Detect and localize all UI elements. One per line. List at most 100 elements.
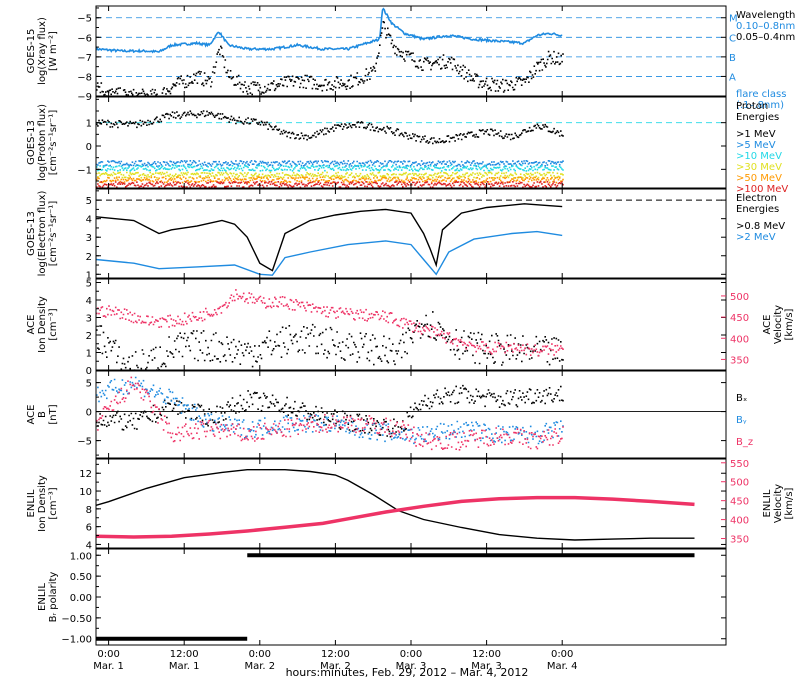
y2-axis-label: Velocity bbox=[773, 484, 784, 523]
y-axis-label: Ion Density bbox=[37, 475, 48, 532]
series-line bbox=[96, 469, 695, 541]
y-tick-label: −6 bbox=[77, 33, 92, 44]
y2-axis-label: [km/s] bbox=[784, 308, 795, 340]
series-scatter bbox=[96, 171, 564, 179]
y-tick-label: 12 bbox=[79, 469, 92, 480]
y-axis-label: [cm⁻²s⁻¹sr⁻¹] bbox=[48, 110, 59, 176]
y-tick-label: 6 bbox=[86, 523, 92, 534]
data-series bbox=[96, 7, 695, 641]
y-tick-label: 2 bbox=[86, 252, 92, 263]
y-tick-label: 5 bbox=[86, 279, 92, 290]
y-tick-label: 5 bbox=[86, 379, 92, 390]
panel-backgrounds bbox=[96, 17, 726, 413]
x-tick-date: Mar. 1 bbox=[169, 661, 200, 672]
y-tick-label: −1.00 bbox=[61, 635, 92, 646]
y-tick-label: 0 bbox=[86, 142, 92, 153]
y2-axis-label: [km/s] bbox=[784, 487, 795, 519]
series-scatter bbox=[96, 110, 564, 145]
y2-tick-label: 450 bbox=[730, 313, 749, 324]
x-tick-date: Mar. 1 bbox=[93, 661, 124, 672]
x-tick-time: 0:00 bbox=[97, 649, 119, 660]
panel-data bbox=[96, 469, 695, 541]
series-scatter bbox=[96, 7, 563, 54]
y-axis-label: GOES-15 bbox=[26, 29, 37, 74]
x-tick-time: 12:00 bbox=[472, 649, 501, 660]
panel-frame bbox=[95, 370, 727, 459]
y-axis-label: GOES-13 bbox=[26, 211, 37, 256]
series-scatter bbox=[96, 289, 564, 357]
series-scatter bbox=[96, 21, 564, 96]
panel-data bbox=[96, 553, 695, 641]
y-tick-label: 1 bbox=[86, 119, 92, 130]
x-tick-time: 12:00 bbox=[321, 649, 350, 660]
series-scatter bbox=[96, 376, 564, 451]
panel-data bbox=[96, 110, 564, 188]
series-scatter bbox=[96, 376, 564, 445]
x-tick-time: 0:00 bbox=[551, 649, 573, 660]
series-scatter bbox=[96, 159, 564, 168]
y2-tick-label: 400 bbox=[730, 516, 749, 527]
series-scatter bbox=[96, 311, 564, 370]
y-axis-label: ACE bbox=[26, 405, 37, 425]
y2-axis-label: Velocity bbox=[773, 305, 784, 344]
y-tick-label: 5 bbox=[86, 196, 92, 207]
flare-class-label: C bbox=[729, 33, 736, 44]
series-line bbox=[96, 230, 563, 276]
series-scatter bbox=[96, 384, 564, 438]
y-axis-label: log(Proton flux) bbox=[37, 104, 48, 181]
y-axis-label: ACE bbox=[26, 315, 37, 335]
y-tick-label: 0 bbox=[86, 366, 92, 377]
flare-class-label: M bbox=[729, 14, 738, 25]
panel-data bbox=[96, 7, 564, 96]
y2-tick-label: 350 bbox=[730, 355, 749, 366]
y-axis-label: log(Xray flux) bbox=[37, 17, 48, 85]
series-scatter bbox=[96, 176, 564, 184]
y-axis-label: ENLIL bbox=[26, 489, 37, 517]
legend-entry: Bₓ bbox=[736, 393, 747, 404]
y-axis-label: [cm⁻²s⁻¹sr⁻¹] bbox=[48, 201, 59, 267]
x-axis-title: hours:minutes, Feb. 29, 2012 – Mar. 4, 2… bbox=[286, 666, 529, 679]
legend-entry: Energies bbox=[736, 204, 779, 215]
legend-entry: >1 MeV bbox=[736, 129, 776, 140]
legend-entry: Proton bbox=[736, 101, 768, 112]
y-tick-label: −8 bbox=[77, 72, 92, 83]
y-axis-label: Ion Density bbox=[37, 296, 48, 353]
y-tick-label: −0.50 bbox=[61, 614, 92, 625]
legend-entry: >5 MeV bbox=[736, 140, 776, 151]
flare-class-label: B bbox=[729, 53, 736, 64]
y-tick-label: −9 bbox=[77, 92, 92, 103]
y-tick-label: 1.00 bbox=[70, 551, 92, 562]
panel-data bbox=[96, 203, 563, 276]
y-tick-label: 0 bbox=[86, 408, 92, 419]
y-tick-label: 1 bbox=[86, 349, 92, 360]
y-axis-label: [cm⁻³] bbox=[48, 487, 59, 519]
y-tick-label: 8 bbox=[86, 505, 92, 516]
y2-tick-label: 550 bbox=[730, 459, 749, 470]
x-tick-time: 0:00 bbox=[249, 649, 271, 660]
y-axis-label: [cm⁻³] bbox=[48, 308, 59, 340]
flare-class-label: A bbox=[729, 72, 736, 83]
legend-entry: 0.10–0.8nm bbox=[736, 21, 795, 32]
legend-entry: >0.8 MeV bbox=[736, 221, 785, 232]
series-scatter bbox=[96, 164, 564, 172]
legend-entry: (.1–.8nm) bbox=[736, 100, 784, 111]
legend-entry: Energies bbox=[736, 112, 779, 123]
y2-axis-label: ACE bbox=[762, 315, 773, 335]
panel-frame bbox=[95, 188, 727, 279]
y-tick-label: 3 bbox=[86, 233, 92, 244]
y2-tick-label: 500 bbox=[730, 478, 749, 489]
y-tick-label: −1 bbox=[77, 165, 92, 176]
y-axis-label: [W m⁻²] bbox=[48, 31, 59, 71]
x-tick-date: Mar. 2 bbox=[320, 661, 351, 672]
legend-entry: >2 MeV bbox=[736, 232, 776, 243]
legend-entry: Electron bbox=[736, 193, 777, 204]
y-tick-label: −5 bbox=[77, 14, 92, 25]
y-tick-label: 4 bbox=[86, 540, 92, 551]
x-tick-date: Mar. 3 bbox=[396, 661, 427, 672]
legend-entry: B_z bbox=[736, 437, 753, 448]
y-tick-label: 4 bbox=[86, 215, 92, 226]
legend-entry: 0.05–0.4nm bbox=[736, 32, 795, 43]
y2-tick-label: 500 bbox=[730, 292, 749, 303]
x-tick-date: Mar. 4 bbox=[547, 661, 578, 672]
